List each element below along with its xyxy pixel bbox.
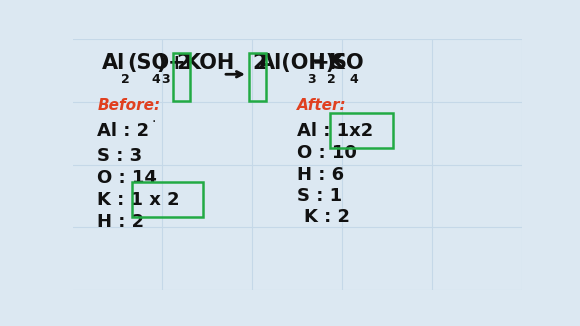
- Text: 2: 2: [121, 73, 129, 86]
- Text: KOH: KOH: [184, 53, 235, 73]
- Text: ): ): [156, 53, 166, 73]
- Text: 2: 2: [252, 53, 267, 73]
- Text: Al(OH): Al(OH): [259, 53, 336, 73]
- Text: K : 1 x 2: K : 1 x 2: [97, 191, 180, 209]
- Text: 2: 2: [177, 53, 191, 73]
- Text: 4: 4: [151, 73, 160, 86]
- Text: Before:: Before:: [97, 98, 160, 113]
- Text: S : 1: S : 1: [297, 187, 342, 205]
- Text: O : 14: O : 14: [97, 170, 157, 187]
- Text: K : 2: K : 2: [304, 208, 350, 226]
- Text: SO: SO: [331, 53, 364, 73]
- Text: 4: 4: [349, 73, 358, 86]
- Text: +: +: [168, 53, 186, 73]
- Text: .: .: [151, 111, 155, 125]
- Text: 2: 2: [327, 73, 336, 86]
- Text: +K: +K: [312, 53, 346, 73]
- Text: After:: After:: [297, 98, 347, 113]
- Text: Al : 2: Al : 2: [97, 122, 149, 140]
- Text: 3: 3: [307, 73, 316, 86]
- Text: S : 3: S : 3: [97, 147, 142, 165]
- Text: H : 2: H : 2: [97, 213, 144, 231]
- Text: (SO: (SO: [128, 53, 169, 73]
- Text: H : 6: H : 6: [297, 166, 345, 184]
- Text: Al : 1x2: Al : 1x2: [297, 122, 374, 140]
- Text: Al: Al: [102, 53, 125, 73]
- Text: O : 10: O : 10: [297, 144, 357, 162]
- Text: 3: 3: [161, 73, 170, 86]
